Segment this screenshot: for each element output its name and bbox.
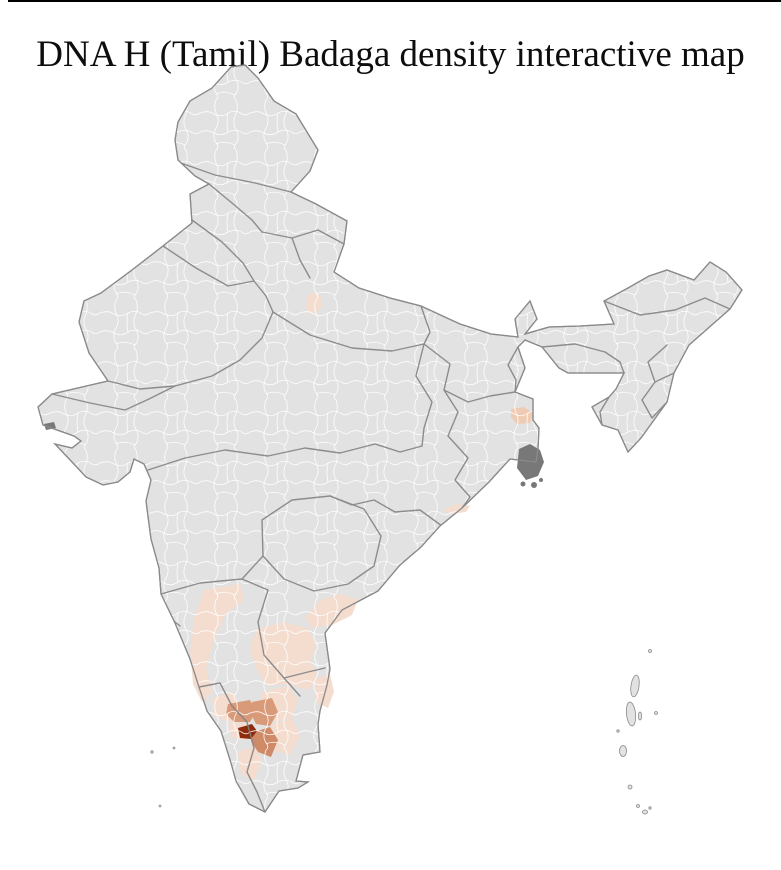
district-mesh-overlay [38,65,742,812]
lakshadweep-islands[interactable] [150,746,176,808]
andaman-nicobar-islands[interactable] [616,649,658,815]
window-top-edge [8,0,781,2]
state-borders [51,161,731,812]
page-title: DNA H (Tamil) Badaga density interactive… [36,33,745,75]
india-outline [37,64,743,813]
